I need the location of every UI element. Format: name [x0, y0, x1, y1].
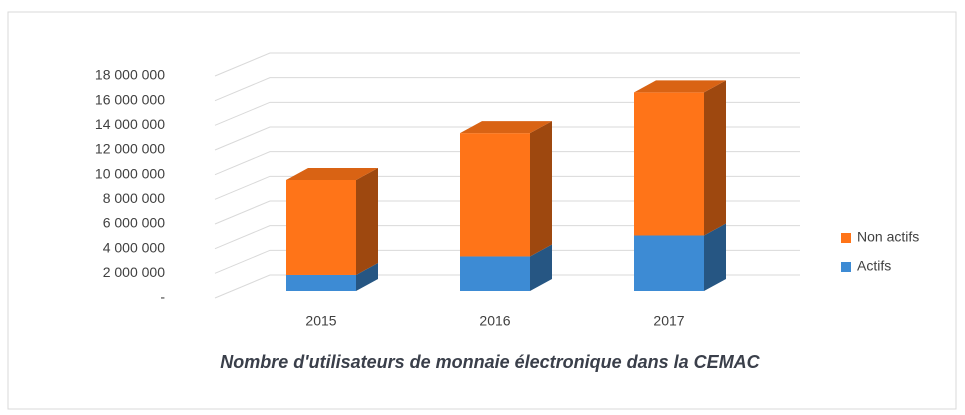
- legend-label: Non actifs: [857, 229, 919, 245]
- bar-top: [634, 80, 726, 93]
- bar-side: [704, 223, 726, 291]
- legend-swatch: [841, 262, 851, 272]
- bar-side: [530, 121, 552, 257]
- y-tick-label: 4 000 000: [103, 239, 165, 255]
- y-tick-label: 10 000 000: [95, 165, 165, 181]
- bar-top: [286, 168, 378, 180]
- y-tick-label: -: [160, 289, 165, 305]
- bar-top: [460, 121, 552, 134]
- y-tick-label: 6 000 000: [103, 215, 165, 231]
- grid-line: [214, 52, 800, 77]
- y-tick-label: 16 000 000: [95, 91, 165, 107]
- x-tick-label: 2016: [479, 313, 510, 329]
- bar-front: [286, 274, 356, 291]
- y-tick-label: 14 000 000: [95, 116, 165, 132]
- grid-line: [214, 274, 800, 299]
- legend-label: Actifs: [857, 258, 891, 274]
- y-tick-label: 2 000 000: [103, 264, 165, 280]
- grid-line: [214, 200, 800, 225]
- grid-line: [214, 151, 800, 176]
- bar-front: [286, 180, 356, 275]
- y-tick-label: 12 000 000: [95, 141, 165, 157]
- chart-title: Nombre d'utilisateurs de monnaie électro…: [220, 352, 760, 372]
- grid-line: [214, 126, 800, 151]
- x-tick-label: 2015: [305, 313, 336, 329]
- bar-front: [460, 256, 530, 291]
- bar-front: [634, 92, 704, 236]
- legend-swatch: [841, 233, 851, 243]
- grid-line: [214, 77, 800, 102]
- bar-front: [634, 235, 704, 291]
- bar-side: [704, 80, 726, 236]
- bar-side: [356, 262, 378, 291]
- grid-line: [214, 175, 800, 200]
- bar-side: [356, 168, 378, 275]
- bar-front: [460, 133, 530, 257]
- grid-line: [214, 225, 800, 250]
- y-tick-label: 18 000 000: [95, 67, 165, 83]
- bar-side: [530, 244, 552, 291]
- grid-line: [214, 101, 800, 126]
- grid-line: [214, 249, 800, 274]
- x-tick-label: 2017: [653, 313, 684, 329]
- y-tick-label: 8 000 000: [103, 190, 165, 206]
